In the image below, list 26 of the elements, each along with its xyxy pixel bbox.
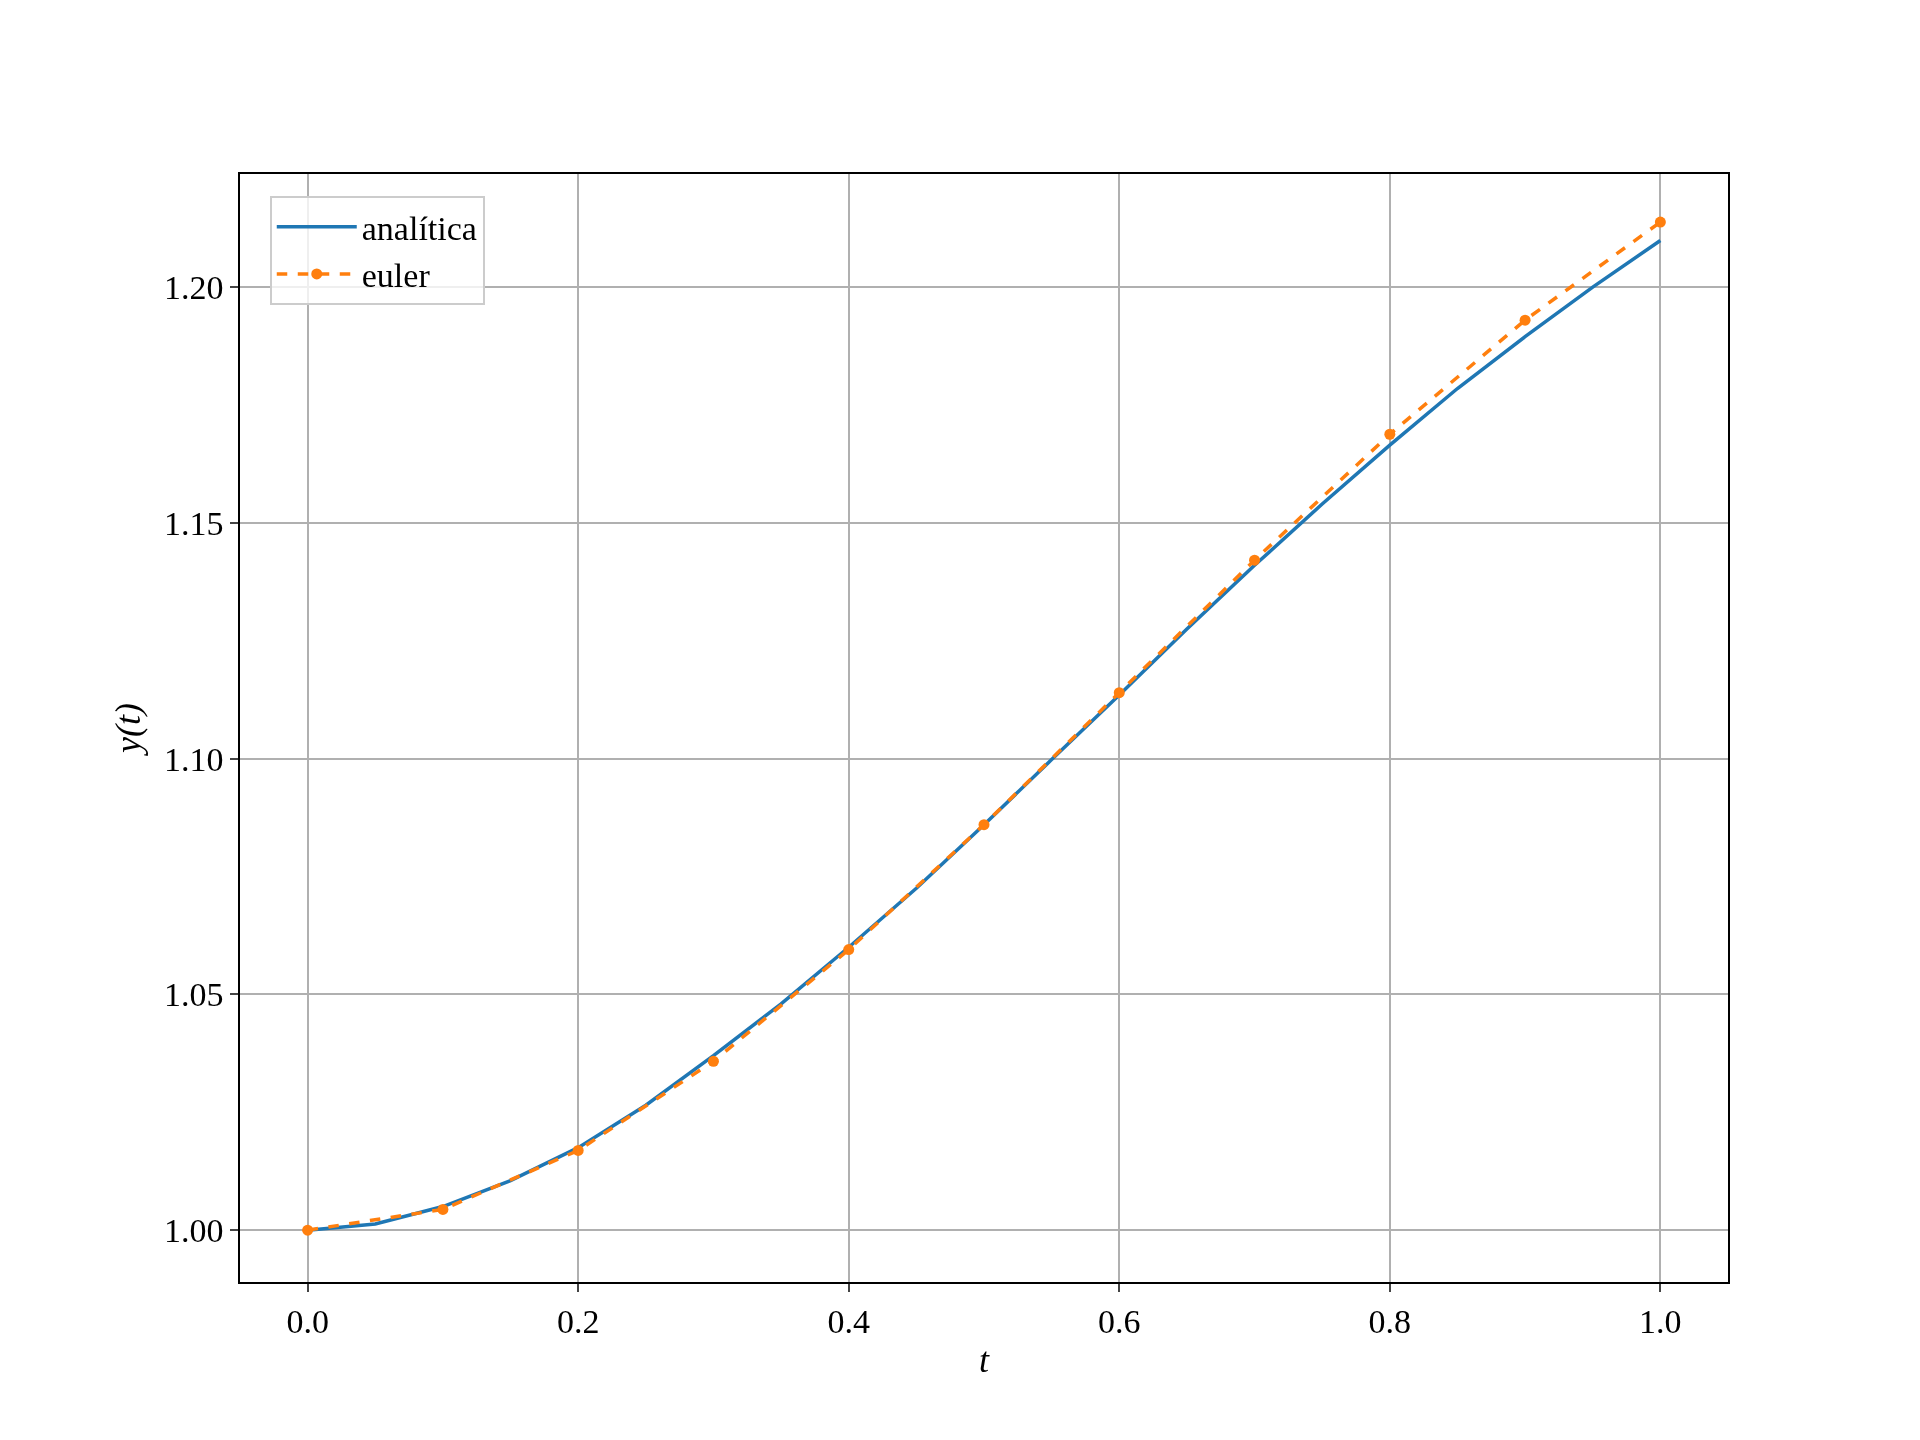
point bbox=[1113, 687, 1125, 699]
legend-label: euler bbox=[361, 257, 431, 295]
y-tick-label: 1.00 bbox=[163, 1212, 224, 1250]
point bbox=[843, 944, 855, 956]
y-tick-label: 1.15 bbox=[163, 504, 224, 542]
point bbox=[1519, 314, 1531, 326]
x-tick-label: 0.8 bbox=[1368, 1302, 1412, 1340]
legend-label: analítica bbox=[361, 210, 477, 248]
y-axis-title: y(t) bbox=[108, 703, 149, 756]
x-tick-label: 1.0 bbox=[1639, 1302, 1682, 1340]
point bbox=[1249, 554, 1261, 566]
y-tick-label: 1.20 bbox=[163, 269, 224, 307]
x-axis-title: t bbox=[978, 1339, 990, 1380]
point bbox=[302, 1224, 314, 1236]
y-tick-label: 1.05 bbox=[163, 976, 224, 1014]
x-tick-label: 0.2 bbox=[556, 1302, 600, 1340]
x-tick-label: 0.4 bbox=[827, 1302, 870, 1340]
x-tick-label: 0.0 bbox=[286, 1302, 329, 1340]
point bbox=[1384, 428, 1396, 440]
point bbox=[437, 1203, 449, 1215]
y-tick-label: 1.10 bbox=[163, 740, 224, 778]
point bbox=[572, 1144, 584, 1156]
point bbox=[707, 1055, 719, 1067]
point bbox=[1654, 216, 1666, 228]
point bbox=[978, 819, 990, 831]
x-tick-label: 0.6 bbox=[1098, 1302, 1141, 1340]
